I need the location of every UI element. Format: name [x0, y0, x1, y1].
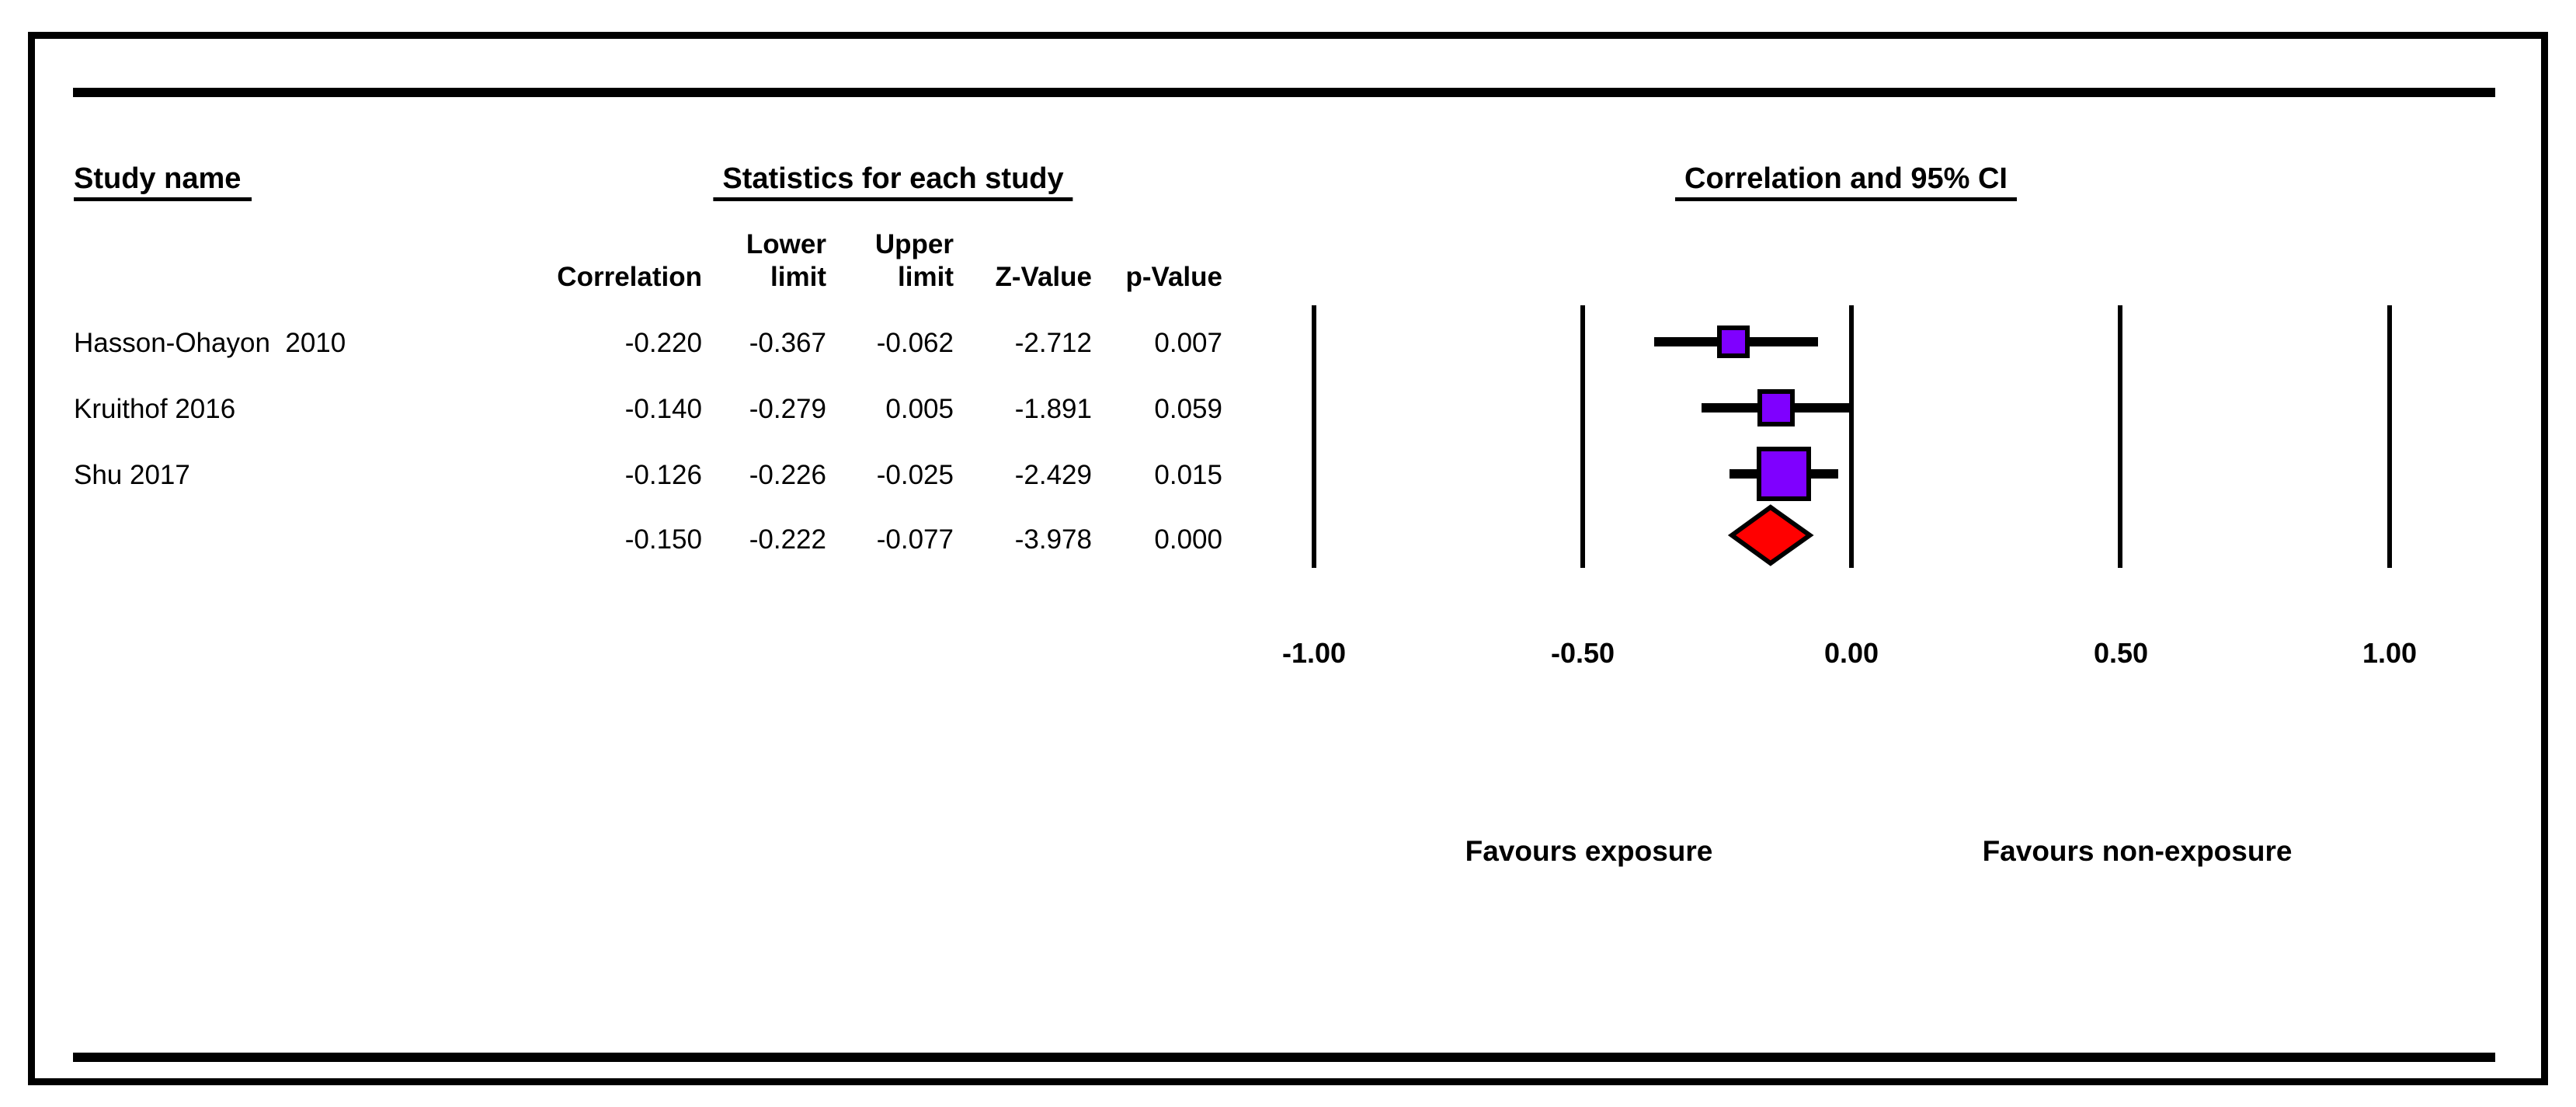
axis-tick-label: -1.00	[1281, 637, 1347, 669]
gridline-0.50	[2118, 305, 2123, 568]
z-value: -1.891	[1014, 394, 1092, 424]
upper-limit-value: -0.062	[876, 328, 954, 358]
correlation-value: -0.140	[624, 394, 702, 424]
axis-tick-label: -0.50	[1550, 637, 1615, 669]
col-header-upper-limit: limit	[898, 262, 954, 292]
favours-right-label: Favours non-exposure	[1982, 835, 2293, 867]
correlation-value: -0.126	[624, 460, 702, 490]
summary-p-value: 0.000	[1154, 524, 1222, 555]
upper-limit-value: -0.025	[876, 460, 954, 490]
p-value: 0.059	[1154, 394, 1222, 424]
gridline--0.50	[1580, 305, 1585, 568]
lower-limit-value: -0.279	[749, 394, 826, 424]
effect-square	[1716, 325, 1750, 358]
summary-correlation-value: -0.150	[624, 524, 702, 555]
top-rule	[73, 88, 2495, 97]
col-header-lower-limit: limit	[770, 262, 826, 292]
col-header-lower: Lower	[746, 229, 826, 259]
axis-tick-label: 0.50	[2093, 637, 2149, 669]
p-value: 0.007	[1154, 328, 1222, 358]
summary-diamond-shape	[1728, 504, 1814, 566]
col-header-z-value: Z-Value	[995, 262, 1092, 292]
study-name: Shu 2017	[74, 460, 190, 490]
statistics-section-header: Statistics for each study	[713, 162, 1073, 201]
gridline-1.00	[2387, 305, 2392, 568]
upper-limit-value: 0.005	[885, 394, 954, 424]
correlation-value: -0.220	[624, 328, 702, 358]
col-header-p-value: p-Value	[1125, 262, 1222, 292]
outer-frame	[28, 32, 2548, 1085]
correlation-ci-section-header: Correlation and 95% CI	[1675, 162, 2017, 201]
gridline--1.00	[1311, 305, 1316, 568]
gridline-0.00	[1849, 305, 1854, 568]
study-name: Hasson-Ohayon 2010	[74, 328, 346, 358]
axis-tick-label: 0.00	[1823, 637, 1879, 669]
effect-square	[1757, 389, 1796, 426]
col-header-upper: Upper	[874, 229, 954, 259]
lower-limit-value: -0.367	[749, 328, 826, 358]
summary-diamond	[1728, 504, 1814, 566]
summary-z-value: -3.978	[1014, 524, 1092, 555]
study-name-header: Study name	[74, 162, 252, 201]
axis-tick-label: 1.00	[2362, 637, 2418, 669]
study-name: Kruithof 2016	[74, 394, 236, 424]
bottom-rule	[73, 1053, 2495, 1062]
effect-square	[1756, 447, 1811, 501]
summary-upper-limit-value: -0.077	[876, 524, 954, 555]
favours-left-label: Favours exposure	[1465, 835, 1713, 867]
summary-lower-limit-value: -0.222	[749, 524, 826, 555]
lower-limit-value: -0.226	[749, 460, 826, 490]
col-header-correlation: Correlation	[557, 262, 702, 292]
z-value: -2.712	[1014, 328, 1092, 358]
z-value: -2.429	[1014, 460, 1092, 490]
p-value: 0.015	[1154, 460, 1222, 490]
